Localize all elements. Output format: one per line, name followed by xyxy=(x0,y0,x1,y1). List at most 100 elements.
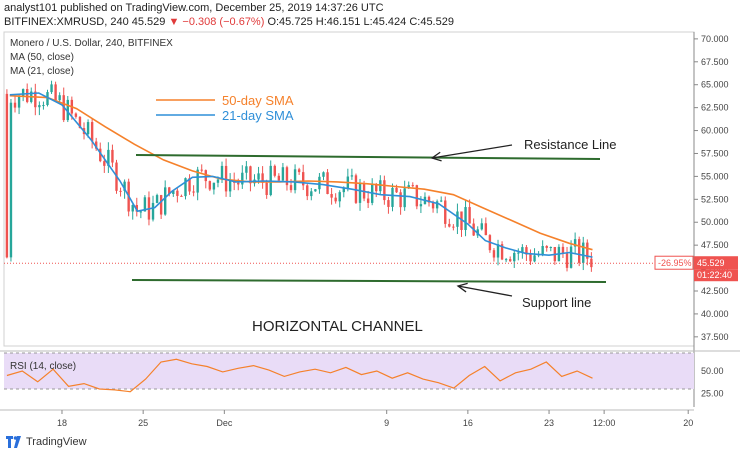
rsi-tick-label: 25.00 xyxy=(701,389,724,399)
candle-body xyxy=(452,226,455,228)
tradingview-footer[interactable]: TradingView xyxy=(6,436,87,448)
candle-body xyxy=(54,84,57,101)
candle-body xyxy=(419,204,423,207)
publisher-line: analyst101 published on TradingView.com,… xyxy=(4,2,384,14)
y-tick-label: 57.500 xyxy=(701,148,729,158)
candle-body xyxy=(318,176,321,190)
resistance-arrow-head xyxy=(430,151,442,162)
candle-body xyxy=(529,254,532,262)
candle-body xyxy=(545,246,548,248)
candle-body xyxy=(58,95,61,101)
candle-body xyxy=(582,242,585,263)
candle-body xyxy=(46,92,49,106)
candle-body xyxy=(265,182,268,196)
sma50-annotation: 50-day SMA xyxy=(222,93,294,108)
tradingview-logo-icon xyxy=(6,436,21,448)
y-tick-label: 37.500 xyxy=(701,332,729,342)
candle-body xyxy=(350,175,354,177)
candle-body xyxy=(569,246,573,268)
rsi-tick-label: 50.00 xyxy=(701,366,724,376)
resistance-arrow xyxy=(431,144,513,159)
candle-body xyxy=(444,200,447,224)
ma50-legend: MA (50, close) xyxy=(10,52,74,63)
candle-body xyxy=(310,191,313,197)
candle-body xyxy=(245,166,248,173)
candle-body xyxy=(78,116,82,129)
candle-body xyxy=(103,161,106,166)
y-tick-label: 60.000 xyxy=(701,126,729,136)
candle-body xyxy=(159,195,163,215)
candle-body xyxy=(184,178,187,197)
candle-body xyxy=(277,175,281,181)
candle-body xyxy=(196,169,199,193)
candle-body xyxy=(338,192,341,202)
percent-tag-label: -26.95% xyxy=(658,258,692,268)
candle-body xyxy=(139,211,143,213)
candle-body xyxy=(387,200,390,207)
resistance-line xyxy=(135,154,601,160)
x-tick-label: 9 xyxy=(384,418,389,428)
candle-body xyxy=(168,187,171,194)
candle-body xyxy=(86,122,90,135)
rsi-legend: RSI (14, close) xyxy=(10,361,77,372)
candle-body xyxy=(25,89,29,102)
support-label: Support line xyxy=(522,295,591,310)
x-tick-label: 23 xyxy=(544,418,554,428)
candle-body xyxy=(281,167,285,181)
symbol-line: BITFINEX:XMRUSD, 240 45.529 ▼ −0.308 (−0… xyxy=(4,16,454,28)
y-tick-label: 47.500 xyxy=(701,240,729,250)
candle-body xyxy=(391,187,394,207)
candle-body xyxy=(301,172,305,186)
candle-body xyxy=(119,190,122,192)
candle-body xyxy=(508,259,512,262)
candle-body xyxy=(17,96,21,108)
candle-body xyxy=(123,181,126,191)
candle-body xyxy=(131,204,134,212)
candle-body xyxy=(496,244,500,258)
candle-body xyxy=(468,207,471,224)
candle-body xyxy=(285,167,289,186)
candle-body xyxy=(176,190,179,196)
candle-body xyxy=(237,182,240,185)
candle-body xyxy=(395,187,398,193)
candle-body xyxy=(460,211,463,231)
candle-body xyxy=(111,149,114,163)
y-tick-label: 65.000 xyxy=(701,80,729,90)
tradingview-brand: TradingView xyxy=(26,436,87,448)
candle-body xyxy=(66,99,69,121)
candle-body xyxy=(261,173,264,183)
candle-body xyxy=(224,165,228,192)
resistance-label: Resistance Line xyxy=(524,137,617,152)
y-tick-label: 70.000 xyxy=(701,34,729,44)
candle-body xyxy=(50,84,53,93)
candle-body xyxy=(180,195,183,197)
candle-body xyxy=(74,113,78,117)
price-tag xyxy=(694,256,738,270)
candle-body xyxy=(38,105,41,108)
x-tick-label: 25 xyxy=(138,418,148,428)
candle-body xyxy=(435,201,439,209)
channel-label: HORIZONTAL CHANNEL xyxy=(252,318,423,335)
candle-body xyxy=(192,191,195,193)
countdown-tag-label: 01:22:40 xyxy=(697,270,732,280)
candle-body xyxy=(249,166,252,184)
candle-body xyxy=(484,223,488,236)
candle-body xyxy=(297,169,301,173)
candle-body xyxy=(293,169,297,191)
candle-body xyxy=(34,91,37,108)
candle-body xyxy=(504,259,508,261)
candle-body xyxy=(21,89,25,97)
candle-body xyxy=(492,250,496,258)
candle-body xyxy=(257,173,260,180)
candle-body xyxy=(549,246,552,248)
countdown-tag xyxy=(694,269,738,282)
candle-body xyxy=(5,93,9,258)
candle-body xyxy=(273,165,276,176)
candle-body xyxy=(577,239,581,263)
candle-body xyxy=(208,181,212,190)
candle-body xyxy=(456,211,459,227)
candle-body xyxy=(561,246,565,254)
candle-body xyxy=(13,102,17,108)
rsi-line xyxy=(6,358,593,393)
